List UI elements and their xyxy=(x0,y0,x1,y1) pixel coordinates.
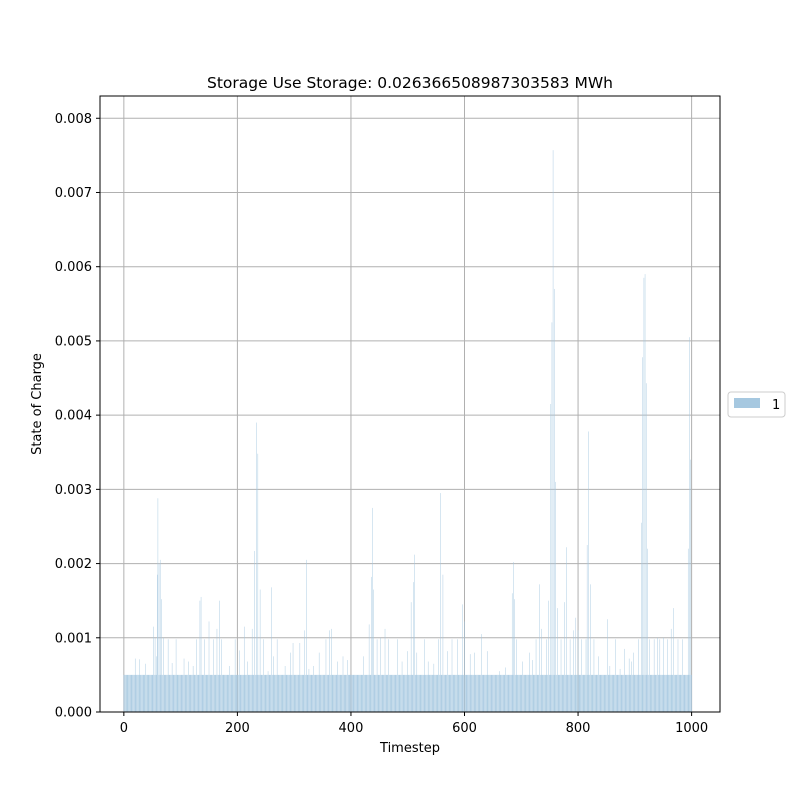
plot-area xyxy=(100,96,720,712)
y-tick-label: 0.005 xyxy=(55,334,92,349)
y-tick-label: 0.007 xyxy=(55,186,92,201)
grid-lines xyxy=(100,96,720,713)
legend-label: 1 xyxy=(772,398,780,413)
x-tick-label: 0 xyxy=(120,721,128,736)
y-axis-label: State of Charge xyxy=(30,353,45,455)
y-tick-label: 0.003 xyxy=(55,483,92,498)
chart-title: Storage Use Storage: 0.02636650898730358… xyxy=(207,74,613,92)
y-tick-label: 0.002 xyxy=(55,557,92,572)
y-tick-label: 0.006 xyxy=(55,260,92,275)
legend: 1 xyxy=(727,391,786,418)
y-tick-label: 0.000 xyxy=(55,706,92,721)
x-tick-label: 800 xyxy=(566,721,591,736)
y-tick-label: 0.004 xyxy=(55,409,92,424)
y-axis-ticks: 0.000 0.001 0.002 0.003 0.004 0.005 0.006 0.007… xyxy=(55,112,100,721)
plot-frame xyxy=(99,95,721,713)
x-axis-ticks: 0 200 400 600 800 1000 xyxy=(120,712,708,736)
x-tick-label: 400 xyxy=(339,721,364,736)
x-tick-label: 600 xyxy=(452,721,477,736)
x-tick-label: 200 xyxy=(225,721,250,736)
x-axis-label: Timestep xyxy=(379,741,440,756)
x-tick-label: 1000 xyxy=(675,721,708,736)
y-tick-label: 0.008 xyxy=(55,112,92,127)
bar-series xyxy=(123,150,692,712)
y-tick-label: 0.001 xyxy=(55,631,92,646)
legend-swatch xyxy=(734,398,760,408)
